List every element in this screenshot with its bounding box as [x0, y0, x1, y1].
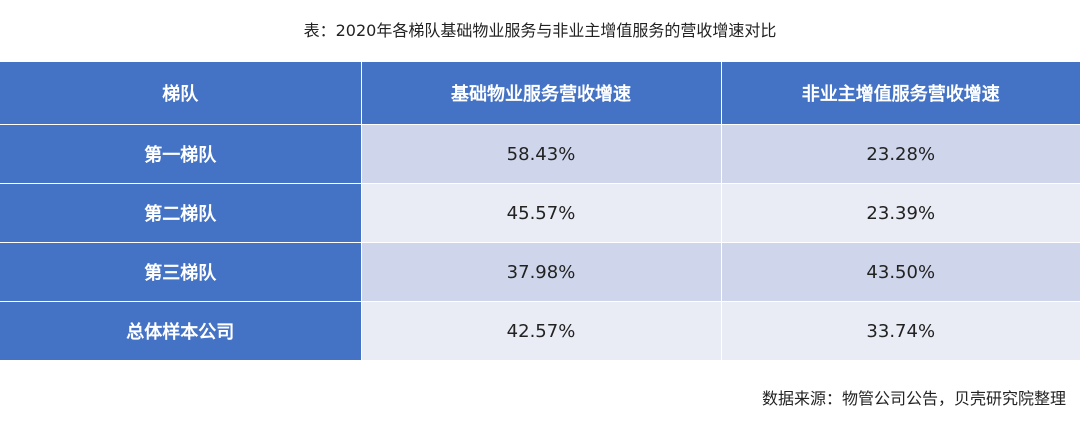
basic-service-growth-cell: 58.43%	[361, 124, 722, 184]
row-label: 第一梯队	[0, 124, 362, 184]
basic-service-growth-cell: 42.57%	[361, 301, 722, 360]
data-source-note: 数据来源：物管公司公告，贝壳研究院整理	[761, 389, 1066, 408]
row-label: 第三梯队	[0, 242, 362, 302]
column-header-value-added-growth: 非业主增值服务营收增速	[721, 62, 1080, 125]
table-header-row: 梯队 基础物业服务营收增速 非业主增值服务营收增速	[0, 62, 1080, 125]
growth-comparison-table: 梯队 基础物业服务营收增速 非业主增值服务营收增速 第一梯队 58.43% 23…	[0, 62, 1080, 360]
row-label: 第二梯队	[0, 183, 362, 243]
table-row: 第三梯队 37.98% 43.50%	[0, 242, 1080, 302]
value-added-growth-cell: 43.50%	[721, 242, 1080, 302]
table-row: 总体样本公司 42.57% 33.74%	[0, 301, 1080, 360]
column-header-basic-service-growth: 基础物业服务营收增速	[361, 62, 722, 125]
table-row: 第一梯队 58.43% 23.28%	[0, 124, 1080, 184]
table-row: 第二梯队 45.57% 23.39%	[0, 183, 1080, 243]
row-label: 总体样本公司	[0, 301, 362, 360]
basic-service-growth-cell: 45.57%	[361, 183, 722, 243]
value-added-growth-cell: 23.39%	[721, 183, 1080, 243]
column-header-tier: 梯队	[0, 62, 362, 125]
table-title: 表：2020年各梯队基础物业服务与非业主增值服务的营收增速对比	[303, 21, 777, 40]
value-added-growth-cell: 33.74%	[721, 301, 1080, 360]
value-added-growth-cell: 23.28%	[721, 124, 1080, 184]
basic-service-growth-cell: 37.98%	[361, 242, 722, 302]
